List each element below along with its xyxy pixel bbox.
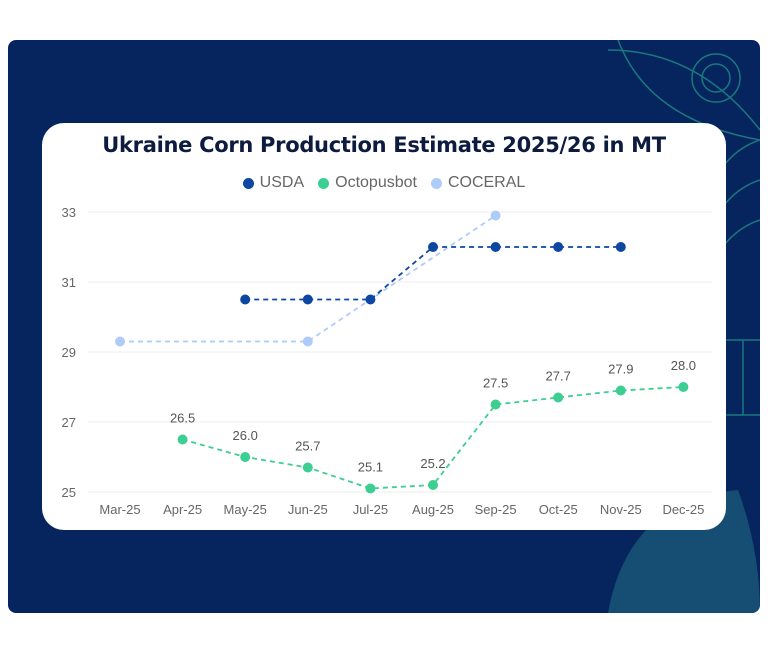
x-tick-label: Apr-25 — [163, 502, 202, 517]
x-tick-label: Sep-25 — [475, 502, 517, 517]
series-line-usda — [245, 246, 621, 301]
data-point-usda — [615, 242, 626, 252]
data-point-octopusbot — [302, 462, 313, 473]
x-tick-label: Nov-25 — [600, 502, 642, 517]
data-point-octopusbot — [678, 382, 689, 392]
x-tick-label: Dec-25 — [662, 502, 704, 517]
legend-item-usda[interactable]: USDA — [242, 174, 305, 192]
data-point-octopusbot — [615, 385, 626, 396]
data-point-octopusbot — [240, 452, 251, 462]
legend-marker — [318, 177, 330, 189]
chart-title: Ukraine Corn Production Estimate 2025/26… — [102, 133, 666, 157]
legend-item-coceral[interactable]: COCERAL — [430, 174, 526, 192]
legend-marker — [242, 177, 254, 189]
data-point-usda — [302, 294, 313, 305]
data-point-usda — [490, 242, 501, 252]
data-point-usda — [240, 294, 251, 305]
data-point-octopusbot — [553, 392, 564, 403]
legend-label: COCERAL — [447, 174, 526, 191]
data-label: 27.7 — [546, 369, 571, 384]
data-point-octopusbot — [177, 434, 188, 445]
x-tick-label: May-25 — [224, 502, 267, 517]
legend-item-octopusbot[interactable]: Octopusbot — [318, 174, 417, 192]
data-point-octopusbot — [428, 480, 438, 490]
data-point-usda — [553, 242, 564, 252]
legend: USDA Octopusbot COCERAL — [42, 174, 726, 192]
series-line-coceral — [120, 214, 497, 343]
y-tick-label: 27 — [62, 415, 76, 430]
data-point-coceral — [490, 210, 501, 221]
y-tick-label: 29 — [62, 345, 76, 360]
data-point-octopusbot — [490, 399, 501, 410]
x-tick-label: Mar-25 — [99, 502, 140, 517]
x-tick-label: Jun-25 — [288, 502, 328, 517]
data-label: 25.1 — [358, 460, 383, 475]
data-point-octopusbot — [365, 483, 376, 494]
legend-marker — [430, 177, 442, 189]
data-label: 27.9 — [608, 362, 633, 377]
legend-label: USDA — [259, 174, 305, 191]
chart-card — [42, 123, 726, 530]
data-label: 25.7 — [295, 439, 320, 454]
y-tick-label: 31 — [62, 275, 76, 290]
data-point-coceral — [115, 336, 125, 347]
legend-label: Octopusbot — [335, 174, 417, 191]
y-tick-label: 33 — [62, 205, 76, 220]
decorative-leaf-pattern — [607, 40, 760, 613]
data-label: 26.5 — [170, 411, 195, 426]
data-point-usda — [428, 242, 438, 252]
x-tick-label: Jul-25 — [353, 502, 388, 517]
x-tick-label: Oct-25 — [539, 502, 578, 517]
data-label: 28.0 — [671, 358, 696, 373]
data-point-usda — [365, 294, 376, 305]
x-tick-label: Aug-25 — [412, 502, 454, 517]
y-tick-label: 25 — [62, 485, 76, 500]
data-point-coceral — [302, 336, 313, 347]
data-label: 27.5 — [483, 376, 508, 391]
data-label: 26.0 — [233, 428, 258, 443]
data-label: 25.2 — [420, 456, 445, 471]
